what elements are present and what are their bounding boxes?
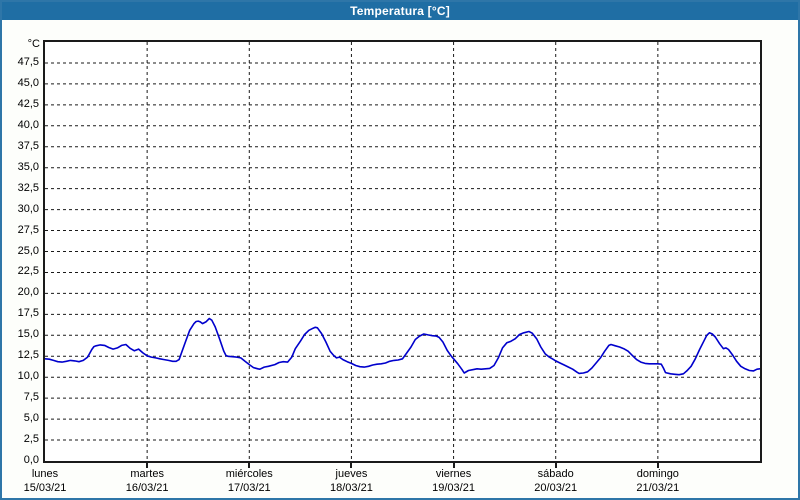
day-name: martes: [130, 468, 164, 480]
day-date: 21/03/21: [636, 482, 680, 494]
day-label: martes 16/03/21: [101, 468, 193, 495]
y-axis-unit-label: °C: [27, 38, 40, 50]
plot-area: [43, 40, 762, 463]
y-tick-label: 2,5: [23, 433, 39, 446]
day-name: jueves: [335, 468, 368, 480]
y-tick-label: 42,5: [17, 97, 39, 110]
y-tick-label: 32,5: [17, 181, 39, 194]
day-date: 20/03/21: [534, 482, 578, 494]
day-date: 15/03/21: [23, 482, 67, 494]
x-tick-mark: [248, 463, 251, 468]
y-tick-label: 37,5: [17, 139, 39, 152]
title-bar: Temperatura [°C]: [2, 2, 798, 20]
day-name: lunes: [31, 468, 59, 480]
y-tick-label: 47,5: [17, 55, 39, 68]
day-label: domingo 21/03/21: [612, 468, 704, 495]
y-tick-label: 35,0: [17, 160, 39, 173]
day-label: lunes 15/03/21: [0, 468, 91, 495]
day-name: miércoles: [225, 468, 273, 480]
day-label: miércoles 17/03/21: [203, 468, 295, 495]
day-date: 17/03/21: [227, 482, 271, 494]
y-tick-label: 5,0: [23, 412, 39, 425]
y-tick-label: 0,0: [23, 454, 39, 466]
day-name: viernes: [435, 468, 472, 480]
x-tick-mark: [146, 463, 149, 468]
x-tick-mark: [656, 463, 659, 468]
y-tick-label: 25,0: [17, 244, 39, 257]
day-label: viernes 19/03/21: [408, 468, 500, 495]
x-tick-mark: [452, 463, 455, 468]
y-tick-label: 10,0: [17, 370, 39, 383]
day-date: 16/03/21: [125, 482, 169, 494]
y-tick-label: 20,0: [17, 286, 39, 299]
day-date: 19/03/21: [432, 482, 475, 494]
y-tick-label: 30,0: [17, 202, 39, 215]
day-date: 18/03/21: [330, 482, 373, 494]
day-name: domingo: [636, 468, 679, 480]
x-tick-mark: [350, 463, 353, 468]
temperature-line-chart: [45, 42, 760, 461]
window-title: Temperatura [°C]: [350, 4, 450, 18]
y-tick-label: 45,0: [17, 76, 39, 89]
y-tick-label: 15,0: [17, 328, 39, 341]
day-name: sábado: [537, 468, 574, 480]
temperature-series-line: [45, 317, 760, 376]
y-tick-label: 22,5: [17, 265, 39, 278]
day-label: sábado 20/03/21: [510, 468, 602, 495]
x-tick-mark: [554, 463, 557, 468]
y-tick-label: 17,5: [17, 307, 39, 320]
y-tick-label: 27,5: [17, 223, 39, 236]
day-label: jueves 18/03/21: [305, 468, 397, 495]
y-tick-label: 40,0: [17, 118, 39, 131]
y-tick-label: 7,5: [23, 391, 39, 404]
y-tick-label: 12,5: [17, 349, 39, 362]
